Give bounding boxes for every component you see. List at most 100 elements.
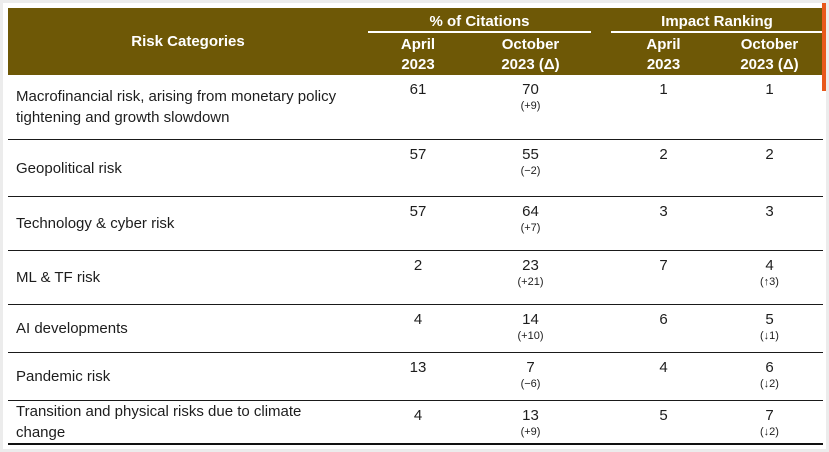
risk-category-label: Transition and physical risks due to cli…	[16, 403, 302, 441]
citations-april-value: 4	[368, 305, 468, 352]
impact-april-value: 1	[611, 75, 716, 139]
citations-april-value: 57	[368, 140, 468, 196]
value: 7	[765, 407, 774, 424]
impact-april-header: April 2023	[611, 33, 716, 75]
impact-delta: (↓2)	[760, 378, 779, 390]
value: 2	[659, 146, 668, 163]
table-row: Macrofinancial risk, arising from moneta…	[8, 75, 823, 140]
value: 4	[413, 311, 423, 328]
risk-categories-header: Risk Categories	[131, 33, 245, 50]
impact-group-header: Impact Ranking	[611, 8, 823, 33]
value: 6	[659, 311, 668, 328]
group-header-row: % of Citations Impact Ranking	[368, 8, 823, 33]
subheader-line: October	[740, 36, 799, 53]
subheader-line: April	[646, 36, 681, 53]
citations-delta: (+9)	[520, 426, 541, 438]
risk-category-label: AI developments	[16, 320, 128, 337]
value: 55	[522, 146, 539, 163]
value: 3	[659, 203, 668, 220]
impact-delta: (↑3)	[760, 276, 779, 288]
value: 61	[409, 81, 427, 98]
citations-april-value: 4	[368, 401, 468, 443]
impact-october-value: 2	[716, 140, 823, 196]
value: 57	[409, 146, 427, 163]
value: 5	[659, 407, 668, 424]
right-edge-artifact	[822, 3, 826, 91]
value: 1	[765, 81, 774, 98]
column-gap	[593, 353, 611, 400]
citations-delta: (+7)	[520, 222, 541, 234]
value: 64	[522, 203, 539, 220]
impact-october-value: 7 (↓2)	[716, 401, 823, 443]
column-gap	[593, 251, 611, 304]
value: 13	[409, 359, 427, 376]
value: 70	[522, 81, 539, 98]
risk-category-label: Technology & cyber risk	[16, 215, 175, 232]
citations-april-value: 61	[368, 75, 468, 139]
impact-october-value: 4 (↑3)	[716, 251, 823, 304]
citations-october-value: 7 (−6)	[468, 353, 593, 400]
value: 4	[765, 257, 774, 274]
impact-april-value: 4	[611, 353, 716, 400]
citations-april-value: 2	[368, 251, 468, 304]
citations-april-value: 57	[368, 197, 468, 250]
risk-category-label: Geopolitical risk	[16, 159, 122, 177]
subheader-line: 2023 (Δ)	[501, 56, 560, 73]
value: 6	[765, 359, 774, 376]
impact-delta: (↓2)	[760, 426, 779, 438]
impact-april-value: 6	[611, 305, 716, 352]
header-right-groups: % of Citations Impact Ranking April 2023…	[368, 8, 823, 75]
table-row: ML & TF risk 2 23 (+21) 7 4 (↑3)	[8, 251, 823, 305]
citations-delta: (+10)	[517, 330, 544, 342]
risk-category-label: ML & TF risk	[16, 269, 101, 286]
citations-april-value: 13	[368, 353, 468, 400]
impact-april-value: 5	[611, 401, 716, 443]
value: 4	[659, 359, 668, 376]
subheader-gap	[593, 33, 611, 75]
table-row: Pandemic risk 13 7 (−6) 4 6 (↓2)	[8, 353, 823, 401]
subheader-line: 2023	[646, 56, 681, 73]
value: 14	[522, 311, 539, 328]
table-row: Transition and physical risks due to cli…	[8, 401, 823, 445]
impact-october-value: 3	[716, 197, 823, 250]
value: 23	[522, 257, 539, 274]
risk-categories-table: Risk Categories % of Citations Impact Ra…	[8, 8, 823, 445]
value: 13	[522, 407, 539, 424]
citations-october-value: 13 (+9)	[468, 401, 593, 443]
table-row: AI developments 4 14 (+10) 6 5 (↓1)	[8, 305, 823, 353]
citations-october-value: 55 (−2)	[468, 140, 593, 196]
value: 2	[765, 146, 774, 163]
citations-delta: (+9)	[520, 100, 541, 112]
table-row: Geopolitical risk 57 55 (−2) 2 2	[8, 140, 823, 197]
value: 5	[765, 311, 774, 328]
value: 2	[413, 257, 423, 274]
value: 57	[409, 203, 427, 220]
subheader-line: 2023	[401, 56, 435, 73]
impact-october-header: October 2023 (Δ)	[716, 33, 823, 75]
citations-october-value: 14 (+10)	[468, 305, 593, 352]
column-gap	[593, 140, 611, 196]
citations-october-value: 64 (+7)	[468, 197, 593, 250]
subheader-line: April	[400, 36, 436, 53]
citations-delta: (−2)	[520, 165, 541, 177]
citations-delta: (−6)	[520, 378, 541, 390]
value: 7	[659, 257, 668, 274]
citations-october-value: 23 (+21)	[468, 251, 593, 304]
impact-october-value: 5 (↓1)	[716, 305, 823, 352]
column-gap	[593, 75, 611, 139]
sub-header-row: April 2023 October 2023 (Δ) April 2023 O…	[368, 33, 823, 75]
impact-april-value: 7	[611, 251, 716, 304]
value: 1	[659, 81, 668, 98]
table-row: Technology & cyber risk 57 64 (+7) 3 3	[8, 197, 823, 251]
table-body: Macrofinancial risk, arising from moneta…	[8, 75, 823, 445]
citations-delta: (+21)	[517, 276, 544, 288]
impact-delta: (↓1)	[760, 330, 779, 342]
subheader-line: 2023 (Δ)	[740, 56, 799, 73]
impact-april-value: 3	[611, 197, 716, 250]
column-gap	[593, 305, 611, 352]
column-gap	[593, 197, 611, 250]
table-header: Risk Categories % of Citations Impact Ra…	[8, 8, 823, 75]
citations-october-header: October 2023 (Δ)	[468, 33, 593, 75]
column-gap	[593, 401, 611, 443]
